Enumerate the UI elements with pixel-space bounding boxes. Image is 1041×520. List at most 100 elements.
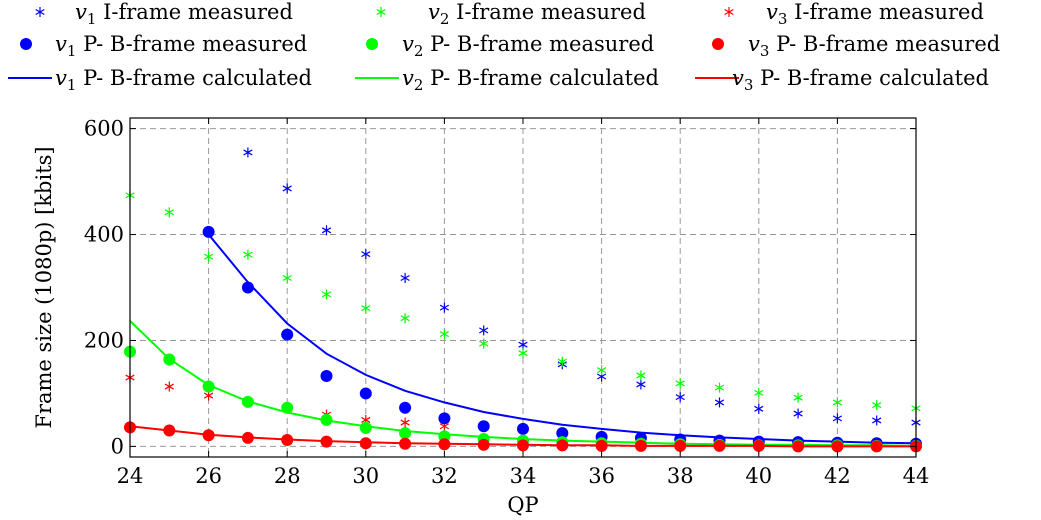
pb-frame-point-v3 [359,437,372,450]
asterisk-stroke [282,185,292,192]
i-frame-point-v1 [361,249,371,260]
pb-frame-point-v2 [163,353,176,366]
legend-label: v2 P- B-frame calculated [402,66,659,94]
axis-ticks: 24 26 28 30 32 34 36 38 40 42 44 0 200 400 600 [84,117,929,488]
pb-frame-point-v3 [792,440,805,453]
legend-label: v3 P- B-frame calculated [732,66,989,94]
pb-frame-point-v3 [320,435,333,448]
i-frame-point-v1 [321,225,332,236]
asterisk-stroke [400,315,410,322]
x-tick-label: 32 [431,464,458,488]
asterisk-stroke [243,251,253,258]
pb-frame-point-v3 [595,439,608,452]
legend-label: v3 I-frame measured [766,0,984,28]
asterisk-stroke [793,410,803,417]
asterisk-stroke [714,384,725,391]
y-axis-label: Frame size (1080p) [kbits] [32,146,56,428]
asterisk-stroke [400,274,410,281]
i-frame-point-v2 [754,387,764,398]
asterisk-stroke [479,340,489,347]
asterisk-stroke [439,304,450,311]
asterisk-stroke [321,227,332,234]
pb-frame-point-v3 [674,439,687,452]
pb-frame-point-v3 [163,424,176,437]
pb-frame-point-v3 [438,438,451,451]
x-tick-label: 42 [824,464,851,488]
x-tick-label: 40 [745,464,772,488]
pb-frame-point-v2 [281,401,294,414]
i-frame-point-v2 [636,370,646,381]
pb-frame-point-v3 [752,439,765,452]
x-tick-label: 38 [667,464,694,488]
pb-frame-point-v1 [359,387,372,400]
x-tick-label: 44 [903,464,930,488]
pb-frame-point-v2 [241,395,254,408]
asterisk-stroke [35,8,45,16]
asterisk-stroke [754,405,764,412]
asterisk-stroke [832,415,843,422]
i-frame-point-v2 [243,249,253,260]
i-frame-point-v1 [243,147,253,158]
asterisk-stroke [361,251,371,258]
y-tick-label: 0 [111,434,124,458]
legend-label: v1 P- B-frame measured [55,32,307,60]
x-tick-label: 30 [352,464,379,488]
asterisk-stroke [164,209,174,216]
i-frame-point-v2 [203,251,214,262]
asterisk-stroke [596,367,607,374]
asterisk-stroke [203,253,214,260]
y-tick-label: 600 [84,117,124,141]
legend-item: v2 P- B-frame calculated [355,66,659,94]
i-frame-point-v1 [714,397,725,408]
i-frame-point-v3 [400,417,410,428]
y-tick-label: 200 [84,328,124,352]
i-frame-point-v2 [164,207,174,218]
asterisk-stroke [361,305,371,312]
pb-frame-point-v1 [320,369,333,382]
legend-label: v2 P- B-frame measured [402,32,654,60]
series-line-v1 [207,233,917,445]
i-frame-point-v2 [361,303,371,314]
i-frame-point-v1 [675,392,685,403]
i-frame-point-v1 [636,379,646,390]
legend-asterisk-icon [376,7,386,17]
asterisk-stroke [832,399,843,406]
i-frame-point-v2 [479,338,489,349]
legend-item: v3 P- B-frame measured [712,32,1000,60]
asterisk-stroke [872,402,882,409]
i-frame-point-v2 [400,313,410,324]
pb-frame-point-v1 [556,427,569,440]
pb-frame-point-v2 [202,380,215,393]
pb-frame-point-v3 [281,434,294,447]
i-frame-point-v2 [675,378,685,389]
asterisk-stroke [321,291,332,298]
pb-frame-point-v2 [320,413,333,426]
pb-frame-point-v3 [634,439,647,452]
pb-frame-point-v1 [399,401,412,414]
x-axis-label: QP [507,493,538,517]
asterisk-stroke [518,341,528,348]
asterisk-stroke [376,8,386,16]
i-frame-point-v1 [754,403,764,414]
i-frame-point-v2 [714,382,725,393]
asterisk-stroke [439,331,450,338]
pb-frame-point-v3 [202,429,215,442]
asterisk-stroke [675,394,685,401]
pb-frame-point-v1 [517,422,529,435]
i-frame-point-v2 [439,329,450,340]
legend-item: v1 I-frame measured [35,0,293,28]
asterisk-stroke [439,423,450,430]
legend-item: v3 I-frame measured [724,0,984,28]
legend-asterisk-icon [724,7,734,17]
asterisk-stroke [714,399,725,406]
i-frame-point-v2 [793,392,803,403]
i-frame-point-v3 [164,381,174,392]
asterisk-stroke [754,389,764,396]
i-frame-point-v2 [518,348,528,359]
y-tick-label: 400 [84,223,124,247]
i-frame-point-v2 [596,365,607,376]
asterisk-stroke [872,417,882,424]
asterisk-stroke [203,392,214,399]
pb-frame-point-v1 [281,328,294,341]
